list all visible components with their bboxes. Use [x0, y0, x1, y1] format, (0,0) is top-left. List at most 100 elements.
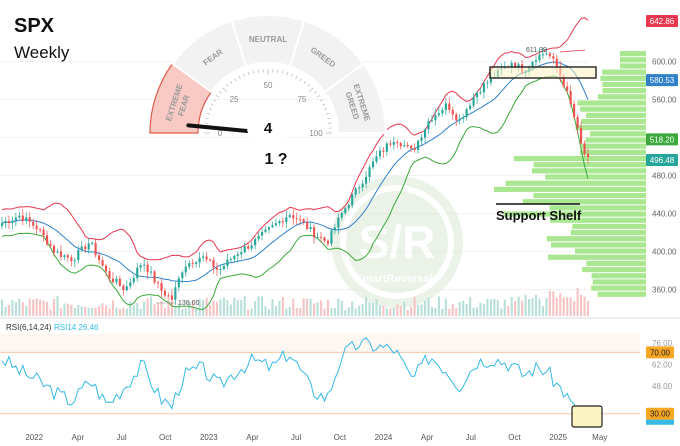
candle-body — [70, 257, 73, 262]
volume-bar — [163, 307, 167, 316]
volume-bar — [146, 298, 149, 316]
candle-body — [319, 236, 323, 238]
candle-body — [531, 61, 534, 67]
volume-bar — [240, 300, 243, 316]
candle-body — [250, 245, 253, 249]
volume-bar — [382, 305, 385, 316]
volume-bar — [188, 301, 191, 316]
gauge-tick — [281, 70, 284, 74]
volume-bar — [573, 301, 576, 316]
volume-bar — [150, 296, 153, 316]
gauge-tick — [319, 99, 323, 102]
gauge-tick-label: 25 — [230, 95, 239, 104]
candle-body — [129, 282, 132, 287]
volume-bar — [160, 301, 163, 316]
rsi-tick-label: 62.00 — [652, 361, 673, 370]
gauge-tick — [290, 73, 293, 77]
volume-bar — [87, 307, 90, 316]
candle-body — [569, 90, 572, 104]
volume-bar — [375, 299, 378, 316]
volume-bar — [559, 293, 562, 316]
gauge-tick — [215, 95, 219, 98]
volume-bar — [403, 301, 406, 316]
volume-bar — [264, 306, 267, 316]
gauge-tick — [327, 117, 331, 120]
volume-bar — [396, 304, 399, 316]
volume-bar — [496, 300, 499, 316]
volume-bar — [115, 307, 118, 316]
price-tag-label: 642.86 — [650, 17, 675, 26]
rsi-level-tag — [646, 407, 674, 420]
volume-bar — [181, 309, 184, 316]
candle-body — [295, 218, 298, 220]
volume-bar — [111, 300, 115, 316]
candle-body — [198, 257, 201, 263]
volume-profile-bar — [572, 223, 646, 229]
price-tick-label: 600.00 — [652, 58, 677, 67]
volume-bar — [354, 308, 357, 316]
candle-body — [347, 205, 350, 209]
volume-bar — [80, 306, 83, 316]
high-zone-box — [489, 66, 597, 79]
gauge-hub — [247, 106, 289, 148]
candle-body — [344, 208, 347, 214]
volume-bar — [434, 307, 437, 316]
volume-bar — [475, 307, 479, 316]
candle-body — [42, 229, 45, 236]
volume-bar — [583, 296, 586, 316]
time-tick-label: 2022 — [25, 433, 43, 442]
volume-bar — [288, 307, 291, 316]
volume-bar — [344, 309, 347, 316]
volume-bar — [500, 308, 503, 316]
gauge-tick — [314, 91, 317, 94]
candle-body — [583, 143, 586, 154]
volume-bar — [302, 298, 305, 316]
candle-body — [333, 227, 336, 231]
candle-body — [153, 271, 156, 283]
volume-bar — [215, 301, 219, 316]
volume-bar — [323, 308, 326, 316]
candle-body — [337, 217, 340, 228]
volume-bar — [156, 302, 160, 316]
volume-bar — [73, 307, 76, 316]
candle-body — [430, 120, 434, 122]
gauge-segment-label: NEUTRAL — [249, 35, 287, 44]
candle-body — [545, 53, 548, 55]
rsi-line — [1, 337, 589, 420]
volume-bar — [174, 306, 177, 316]
watermark-brand: SmartReversals — [355, 273, 438, 285]
candle-body — [108, 271, 111, 279]
volume-bar — [63, 303, 66, 316]
time-tick-label: 2024 — [375, 433, 393, 442]
candle-body — [441, 110, 444, 114]
volume-bar — [358, 305, 361, 316]
candle-body — [475, 92, 479, 98]
candle-body — [548, 53, 551, 57]
candle-body — [576, 117, 579, 128]
candle-body — [517, 64, 520, 68]
candle-body — [392, 142, 395, 145]
volume-bar — [202, 300, 205, 316]
candle-body — [170, 295, 173, 300]
volume-bar — [517, 296, 520, 316]
volume-bar — [524, 294, 527, 316]
high-marker-line — [559, 49, 586, 53]
volume-bar — [139, 308, 142, 316]
candle-body — [46, 235, 49, 245]
candle-body — [514, 62, 517, 68]
candle-body — [306, 222, 309, 230]
candle-body — [205, 256, 208, 260]
volume-profile-bar — [591, 285, 646, 291]
volume-profile-bar — [505, 180, 646, 186]
volume-bar — [184, 308, 187, 316]
volume-bar — [486, 298, 489, 316]
gauge-tick — [307, 84, 310, 87]
rsi-axis: 76.00 62.00 48.00 70.00 30.00 — [646, 339, 674, 425]
candle-body — [365, 177, 368, 184]
gauge-tick — [308, 87, 314, 93]
rsi-tick-label: 48.00 — [652, 382, 673, 391]
volume-bar — [122, 307, 125, 316]
volume-bar — [482, 304, 486, 316]
volume-bar — [59, 308, 63, 316]
volume-profile-bar — [550, 217, 646, 223]
